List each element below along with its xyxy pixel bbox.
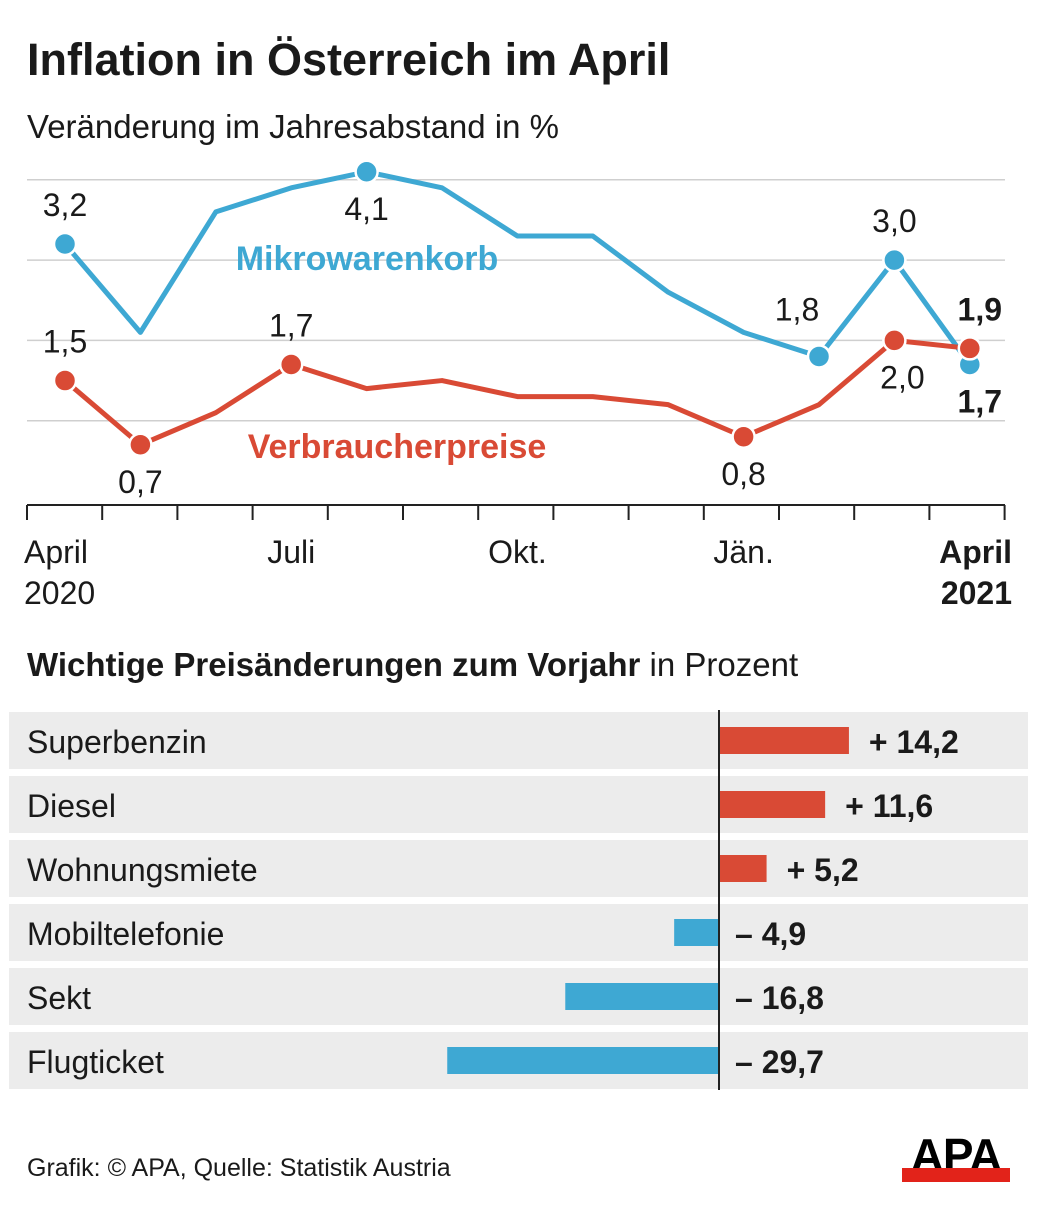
data-point <box>957 336 983 361</box>
bar <box>565 983 719 1010</box>
data-label: 2,0 <box>880 359 924 395</box>
data-label: 4,1 <box>344 191 388 227</box>
data-point <box>52 368 78 393</box>
data-point <box>731 424 756 450</box>
value-label: + 14,2 <box>869 724 959 760</box>
value-label: – 29,7 <box>735 1044 824 1080</box>
data-label: 0,8 <box>721 456 765 492</box>
bar-row-background <box>9 712 1028 769</box>
logo-red-bar <box>902 1168 1010 1182</box>
series-line-mikrowarenkorb <box>63 169 972 366</box>
bar-row-background <box>9 968 1028 1025</box>
bar-row-background <box>9 904 1028 961</box>
x-tick-label: Okt. <box>488 534 547 570</box>
chart-subtitle: Veränderung im Jahresabstand in % <box>27 108 559 145</box>
bar <box>674 919 719 946</box>
x-tick-label: 2020 <box>24 575 95 611</box>
value-label: + 11,6 <box>845 788 933 824</box>
category-label: Wohnungsmiete <box>27 852 258 888</box>
bar-title-bold: Wichtige Preisänderungen zum Vorjahr <box>27 646 641 683</box>
data-point <box>354 159 379 185</box>
x-tick-label: Jän. <box>713 534 773 570</box>
data-point <box>882 247 907 273</box>
apa-logo: APA <box>900 1129 1012 1184</box>
data-point <box>128 432 153 458</box>
category-label: Flugticket <box>27 1044 164 1080</box>
data-label: 1,8 <box>775 291 819 327</box>
bar-chart-title: Wichtige Preisänderungen zum Vorjahr in … <box>27 646 798 684</box>
data-label: 3,2 <box>43 187 87 223</box>
value-label: – 4,9 <box>735 916 806 952</box>
category-label: Sekt <box>27 980 91 1016</box>
x-tick-label: April <box>24 534 88 570</box>
data-label: 1,5 <box>43 324 87 360</box>
data-point <box>52 231 78 257</box>
value-label: + 5,2 <box>787 852 859 888</box>
bar <box>719 855 767 882</box>
data-label: 0,7 <box>118 464 162 500</box>
bar-row-background <box>9 840 1028 897</box>
series-name-label: Mikrowarenkorb <box>236 240 499 278</box>
x-tick-label: Juli <box>267 534 315 570</box>
category-label: Diesel <box>27 788 116 824</box>
series-name-label: Verbraucherpreise <box>248 428 547 466</box>
chart-title: Inflation in Österreich im April <box>27 34 671 85</box>
data-label: 1,7 <box>958 383 1002 419</box>
series-line-verbraucherpreise <box>63 337 971 448</box>
value-label: – 16,8 <box>735 980 824 1016</box>
data-point <box>806 344 832 369</box>
bar-title-rest: in Prozent <box>640 646 799 683</box>
data-point <box>882 328 907 353</box>
category-label: Mobiltelefonie <box>27 916 224 952</box>
x-tick-label: 2021 <box>941 575 1012 611</box>
category-label: Superbenzin <box>27 724 207 760</box>
source-credit: Grafik: © APA, Quelle: Statistik Austria <box>27 1154 451 1182</box>
bar <box>447 1047 719 1074</box>
bar-row-background <box>9 776 1028 833</box>
data-label: 1,7 <box>269 307 313 343</box>
x-tick-label: April <box>939 534 1012 570</box>
bar <box>719 727 849 754</box>
data-point <box>278 352 304 377</box>
bar <box>719 791 826 818</box>
data-label: 1,9 <box>958 291 1002 327</box>
data-label: 3,0 <box>872 203 916 239</box>
